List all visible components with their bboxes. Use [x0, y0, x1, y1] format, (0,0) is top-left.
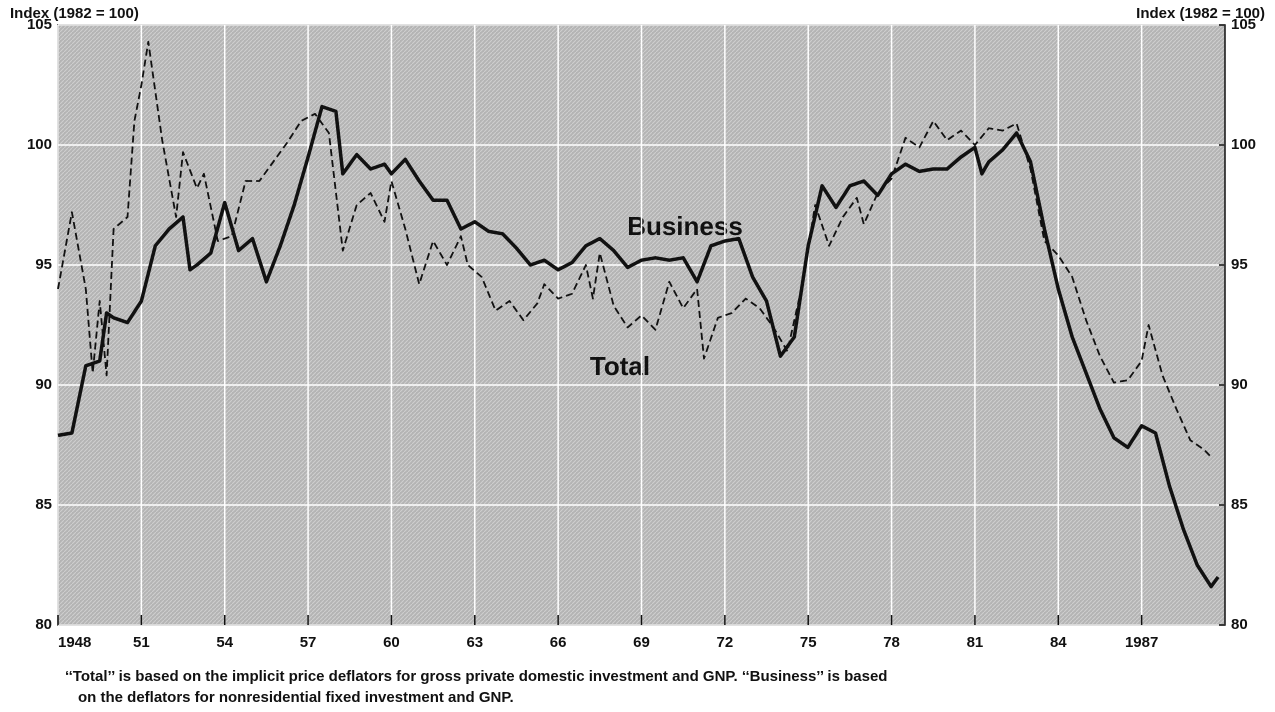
- x-tick-label: 57: [300, 634, 317, 651]
- y-tick-label: 90: [35, 376, 52, 393]
- y-tick-label: 105: [27, 16, 52, 33]
- y-tick-label: 95: [35, 256, 52, 273]
- y2-axis-label: Index (1982 = 100): [1136, 5, 1265, 22]
- x-tick-label: 81: [967, 634, 984, 651]
- y-axis-label: Index (1982 = 100): [10, 5, 139, 22]
- x-tick-label: 1987: [1125, 634, 1158, 651]
- footnote: on the deflators for nonresidential fixe…: [78, 689, 514, 706]
- x-tick-label: 84: [1050, 634, 1067, 651]
- x-tick-label: 69: [633, 634, 650, 651]
- y2-tick-label: 105: [1231, 16, 1256, 33]
- x-tick-label: 78: [883, 634, 900, 651]
- x-tick-label: 1948: [58, 634, 91, 651]
- y2-tick-label: 85: [1231, 496, 1248, 513]
- y2-tick-label: 95: [1231, 256, 1248, 273]
- y2-tick-label: 100: [1231, 136, 1256, 153]
- annotation: Business: [627, 211, 743, 241]
- x-tick-label: 51: [133, 634, 150, 651]
- annotation: Total: [590, 351, 650, 381]
- footnote: ‘‘Total’’ is based on the implicit price…: [65, 668, 887, 685]
- y-tick-label: 100: [27, 136, 52, 153]
- y-tick-label: 85: [35, 496, 52, 513]
- y-tick-label: 80: [35, 616, 52, 633]
- series-line: [57, 104, 1220, 589]
- series-line: [57, 40, 1212, 458]
- x-tick-label: 72: [717, 634, 734, 651]
- x-tick-label: 66: [550, 634, 567, 651]
- y2-tick-label: 80: [1231, 616, 1248, 633]
- x-tick-label: 75: [800, 634, 817, 651]
- x-tick-label: 54: [216, 634, 233, 651]
- x-tick-label: 63: [466, 634, 483, 651]
- x-tick-label: 60: [383, 634, 400, 651]
- y2-tick-label: 90: [1231, 376, 1248, 393]
